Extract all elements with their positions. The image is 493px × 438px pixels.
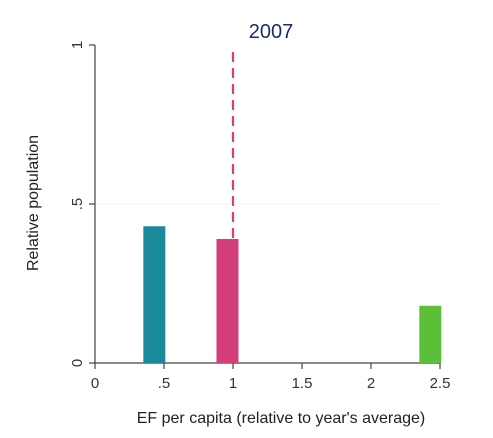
- bar: [216, 238, 239, 363]
- x-tick-label: 1.5: [292, 375, 313, 392]
- y-tick-label: .5: [69, 198, 86, 211]
- x-axis-title: EF per capita (relative to year's averag…: [137, 410, 426, 427]
- plot-area: 0 .5 1 0 .5 1 1.5 2 2.5: [69, 41, 450, 392]
- x-tick-label: .5: [158, 375, 171, 392]
- x-tick-label: 2: [367, 375, 375, 392]
- x-tick-label: 1: [229, 375, 237, 392]
- x-tick-label: 0: [91, 375, 99, 392]
- bar: [419, 305, 442, 363]
- y-tick-label: 0: [69, 359, 86, 367]
- y-axis-title: Relative population: [25, 135, 42, 271]
- bar: [143, 226, 166, 363]
- y-tick-label: 1: [69, 41, 86, 49]
- chart-title: 2007: [249, 21, 294, 43]
- x-tick-label: 2.5: [430, 375, 451, 392]
